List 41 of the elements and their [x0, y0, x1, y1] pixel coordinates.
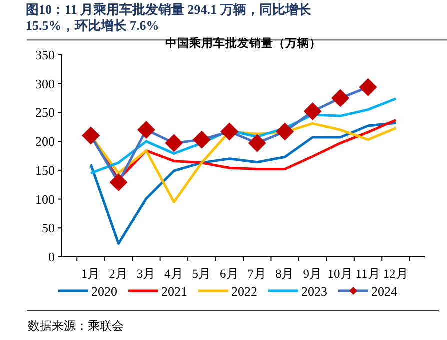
x-tick-label: 10月: [328, 267, 354, 281]
point: [220, 122, 239, 141]
x-tick-label: 9月: [303, 267, 322, 281]
x-tick-label: 8月: [275, 267, 295, 281]
legend-label: 2021: [162, 284, 188, 299]
point: [276, 122, 294, 141]
point: [332, 89, 350, 108]
y-tick-label: 50: [42, 220, 55, 236]
point: [137, 121, 156, 140]
y-tick-label: 300: [36, 76, 55, 92]
x-tick-label: 6月: [220, 267, 240, 281]
legend-label: 2023: [302, 284, 328, 299]
x-tick-label: 2月: [109, 267, 128, 281]
x-tick-label: 5月: [192, 267, 212, 281]
line-series: [90, 98, 398, 175]
x-tick-label: 11月: [356, 267, 381, 281]
point: [165, 134, 184, 152]
x-tick-label: 4月: [164, 267, 184, 281]
legend-label: 2020: [92, 284, 118, 299]
point: [304, 102, 322, 121]
point: [248, 134, 266, 152]
legend-label: 2024: [372, 284, 398, 299]
y-tick-label: 200: [36, 134, 55, 150]
point: [192, 130, 211, 149]
y-tick-label: 350: [36, 48, 55, 62]
point: [82, 126, 100, 145]
x-tick-label: 12月: [383, 267, 409, 281]
chart-subtitle: 中国乘用车批发销量（万辆）: [166, 36, 322, 50]
x-tick-label: 3月: [136, 267, 156, 281]
line-series: [90, 122, 398, 245]
point: [359, 78, 378, 96]
legend-label: 2022: [232, 284, 258, 299]
source-note: 数据来源：乘联会: [28, 319, 124, 333]
y-tick-label: 150: [36, 162, 55, 178]
y-tick-label: 250: [36, 105, 55, 120]
y-tick-label: 100: [36, 192, 55, 207]
chart-title: 图10：11 月乘用车批发销量 294.1 万辆，同比增长 15.5%，环比增长 7.6%: [26, 2, 312, 33]
x-tick-label: 1月: [81, 267, 101, 281]
y-tick-label: 0: [48, 250, 55, 264]
x-tick-label: 7月: [248, 267, 267, 281]
point: [110, 174, 128, 192]
